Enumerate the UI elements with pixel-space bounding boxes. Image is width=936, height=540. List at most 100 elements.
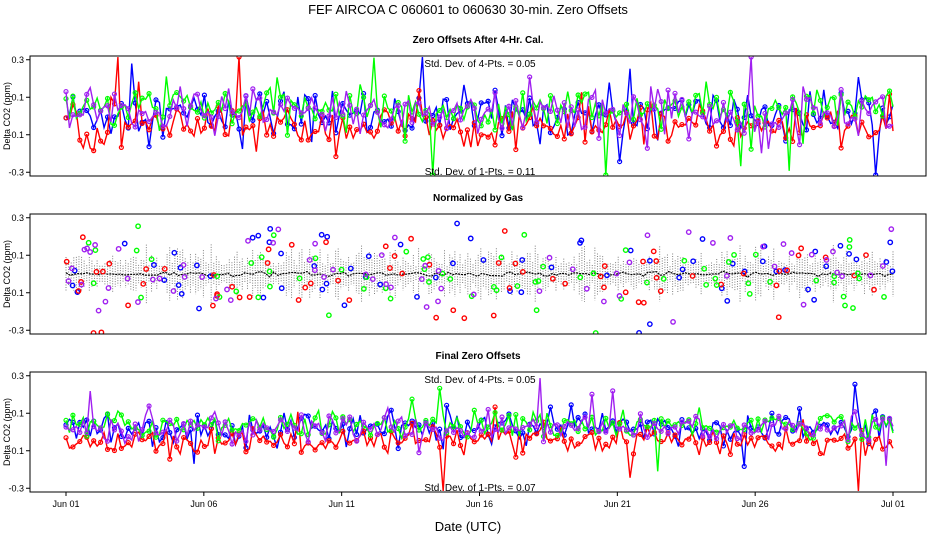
data-point-purple [102, 298, 109, 305]
data-point-purple [603, 110, 609, 116]
data-point-green [325, 312, 332, 319]
data-point-green [416, 111, 422, 117]
data-point-purple [87, 249, 94, 255]
data-point-purple [388, 116, 394, 122]
data-point-red [679, 442, 685, 448]
data-point-red [513, 454, 519, 460]
data-point-red [582, 433, 588, 440]
data-point-green [810, 435, 817, 441]
data-point-green [831, 273, 838, 280]
stddev-4pts-annotation: Std. Dev. of 4-Pts. = 0.05 [424, 59, 536, 70]
data-point-purple [685, 229, 692, 236]
data-point-green [813, 277, 820, 284]
data-point-blue [519, 257, 526, 263]
data-point-purple [438, 285, 445, 292]
data-point-blue [409, 418, 415, 424]
data-point-red [118, 144, 124, 151]
data-point-blue [776, 431, 782, 437]
data-point-blue [193, 262, 200, 269]
data-point-red [77, 438, 83, 445]
data-point-purple [679, 419, 685, 425]
data-point-red [513, 146, 519, 153]
data-point-purple [547, 108, 554, 115]
data-point-purple [630, 432, 637, 438]
data-point-green [421, 266, 428, 273]
data-point-red [146, 127, 152, 133]
data-point-purple [378, 252, 385, 259]
data-point-red [873, 130, 879, 136]
data-point-purple [388, 424, 394, 430]
data-point-blue [278, 285, 285, 292]
data-point-red [672, 432, 678, 438]
stddev-1pts-annotation: Std. Dev. of 1-Pts. = 0.11 [425, 167, 536, 178]
data-point-green [817, 97, 823, 104]
data-point-green [146, 91, 152, 97]
data-point-blue [196, 305, 202, 312]
data-point-red [689, 273, 696, 279]
data-point-purple [568, 104, 574, 110]
data-point-purple [499, 414, 505, 420]
y-tick-label: -0.3 [8, 483, 24, 493]
data-point-purple [170, 288, 177, 294]
data-point-purple [845, 121, 851, 127]
data-point-blue [377, 281, 384, 288]
data-point-blue [699, 236, 706, 242]
y-tick-label: 0.3 [11, 371, 24, 381]
data-point-red [167, 456, 173, 462]
data-point-blue [388, 407, 394, 413]
data-point-green [492, 409, 498, 416]
data-point-purple [367, 426, 374, 432]
data-point-green [426, 279, 432, 285]
data-point-green [363, 274, 370, 281]
data-point-purple [92, 242, 99, 248]
data-point-green [855, 270, 861, 277]
data-point-red [863, 252, 869, 259]
data-point-red [485, 431, 491, 437]
data-point-purple [199, 274, 206, 280]
data-point-blue [305, 96, 311, 102]
data-point-green [755, 416, 761, 422]
data-point-purple [755, 117, 761, 123]
data-point-green [817, 415, 823, 422]
data-point-red [693, 440, 699, 446]
data-point-red [271, 442, 277, 448]
data-point-blue [222, 124, 228, 130]
data-point-red [347, 124, 353, 130]
data-point-blue [178, 290, 185, 297]
data-point-red [506, 128, 512, 135]
plot-frame [29, 213, 927, 335]
data-point-red [395, 128, 401, 134]
x-axis-label: Date (UTC) [435, 519, 501, 534]
data-point-blue [318, 231, 325, 238]
data-point-purple [435, 298, 441, 305]
data-point-blue [480, 257, 487, 263]
data-point-purple [187, 103, 194, 109]
data-point-blue [175, 282, 182, 289]
data-point-green [513, 411, 519, 418]
data-point-green [266, 268, 273, 275]
data-point-red [601, 263, 608, 269]
data-point-green [104, 95, 111, 102]
data-point-green [752, 251, 759, 258]
data-point-purple [277, 101, 284, 108]
data-point-purple [626, 259, 633, 266]
data-point-red [93, 268, 100, 275]
data-point-green [70, 93, 76, 99]
data-point-red [125, 302, 131, 309]
data-point-purple [374, 431, 381, 437]
data-point-green [886, 88, 893, 94]
data-point-green [70, 412, 76, 418]
data-point-purple [306, 257, 313, 263]
data-point-green [575, 92, 581, 98]
data-point-blue [773, 268, 780, 275]
data-point-green [665, 418, 671, 424]
data-point-green [831, 419, 837, 425]
data-point-red [640, 258, 646, 265]
data-point-green [790, 94, 796, 100]
data-point-purple [554, 422, 560, 428]
data-point-green [298, 113, 304, 119]
data-point-purple [658, 98, 664, 105]
data-point-green [623, 101, 630, 107]
data-point-purple [589, 94, 595, 101]
data-point-red [831, 437, 837, 443]
